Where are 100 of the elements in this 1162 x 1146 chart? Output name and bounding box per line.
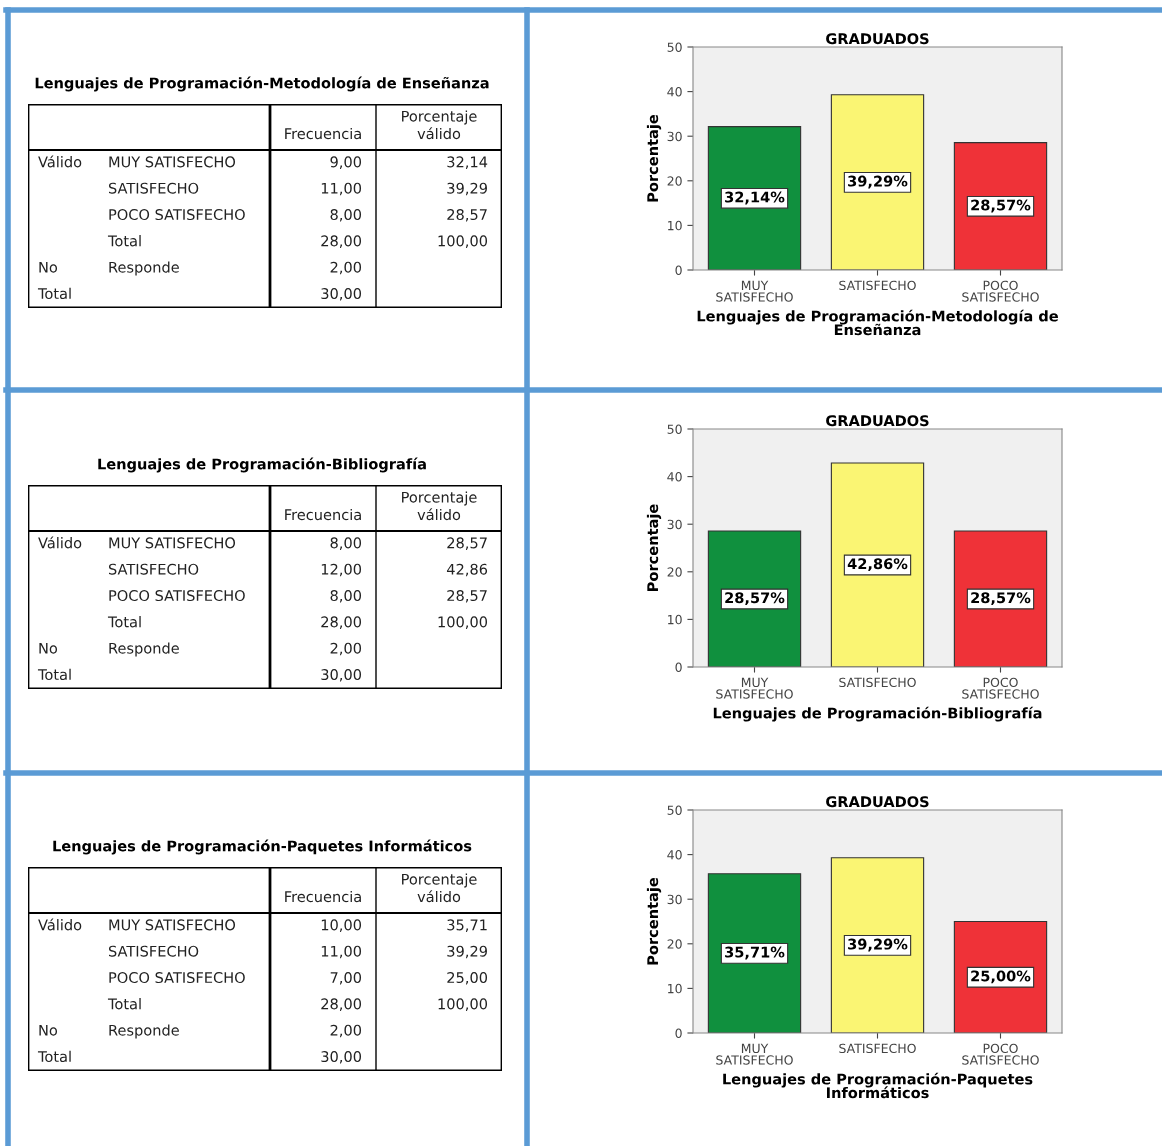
text: POCO SATISFECHO — [109, 972, 245, 984]
text: 2,00 — [330, 642, 362, 656]
text: 12,00 — [321, 563, 362, 577]
text: 42,86 — [446, 563, 488, 577]
chart-title: GRADUADOS — [826, 33, 929, 45]
data-label: 32,14% — [725, 191, 785, 205]
data-label: 39,29% — [848, 175, 908, 189]
x-tick-label: POCO SATISFECHO — [962, 1043, 1039, 1065]
y-tick-label: 0 — [675, 265, 682, 275]
category-label: Frecuencia — [285, 890, 361, 903]
text: Total — [37, 287, 71, 300]
bar — [953, 142, 1048, 270]
y-tick-label: 10 — [668, 983, 682, 994]
text: 7,00 — [330, 972, 362, 985]
x-tick-label: MUY SATISFECHO — [716, 280, 793, 302]
text: Total — [37, 668, 71, 681]
text: 39,29 — [447, 182, 487, 196]
bar — [707, 126, 802, 270]
bar — [830, 94, 925, 270]
y-tick-label: 40 — [667, 87, 682, 97]
text: 32,14 — [447, 156, 488, 169]
category-label: Porcentaje válido — [402, 873, 477, 903]
text: 28,00 — [321, 235, 362, 248]
chart-title: GRADUADOS — [826, 796, 929, 808]
text: Responde — [109, 261, 179, 276]
y-tick-label: 10 — [668, 614, 682, 625]
text: Total — [107, 616, 141, 628]
y-axis-title: Porcentaje — [646, 877, 662, 965]
text: 28,00 — [321, 616, 362, 629]
text: SATISFECHO — [108, 945, 199, 957]
text: POCO SATISFECHO — [109, 590, 245, 602]
y-tick-label: 0 — [675, 1028, 682, 1038]
y-tick-label: 40 — [667, 472, 682, 482]
text: 8,00 — [330, 537, 362, 550]
text: 10,00 — [321, 919, 362, 932]
x-tick-label: SATISFECHO — [839, 677, 916, 688]
text: 2,00 — [330, 1024, 362, 1038]
text: Lenguajes de Programación-Metodología de Enseñanza — [35, 76, 489, 92]
y-tick-label: 40 — [667, 850, 682, 860]
text: POCO SATISFECHO — [109, 209, 245, 221]
x-axis-title: Lenguajes de Programación-Metodología de Enseñanza — [697, 309, 1058, 336]
text: 28,00 — [321, 998, 362, 1011]
data-label: 28,57% — [725, 592, 785, 606]
text: Total — [107, 998, 141, 1010]
text: No — [39, 1024, 58, 1036]
y-tick-label: 20 — [667, 939, 682, 949]
text: 30,00 — [321, 669, 362, 682]
y-tick-label: 20 — [667, 567, 682, 577]
text: No — [39, 642, 58, 654]
text: Total — [37, 1050, 71, 1063]
text: Válido — [38, 536, 82, 549]
text: 35,71 — [447, 919, 487, 932]
text: 8,00 — [330, 590, 362, 603]
category-label: Porcentaje válido — [402, 110, 477, 140]
x-axis-title: Lenguajes de Programación-Paquetes Informáticos — [723, 1072, 1033, 1099]
y-tick-label: 50 — [667, 424, 682, 434]
text: 100,00 — [438, 235, 488, 248]
y-tick-label: 30 — [667, 131, 682, 142]
text: 30,00 — [321, 288, 362, 301]
text: SATISFECHO — [108, 563, 199, 575]
text: 30,00 — [321, 1051, 362, 1064]
text: 100,00 — [438, 998, 488, 1011]
text: 39,29 — [447, 945, 487, 959]
y-tick-label: 10 — [668, 220, 682, 231]
text: Válido — [38, 155, 82, 168]
x-axis-title: Lenguajes de Programación-Bibliografía — [713, 706, 1042, 722]
y-tick-label: 50 — [667, 805, 682, 815]
data-label: 25,00% — [971, 970, 1031, 984]
x-tick-label: SATISFECHO — [839, 1043, 916, 1054]
text: 2,00 — [330, 261, 362, 275]
x-tick-label: MUY SATISFECHO — [716, 1043, 793, 1065]
y-tick-label: 50 — [667, 42, 682, 52]
x-tick-label: MUY SATISFECHO — [716, 677, 793, 699]
text: Responde — [109, 1024, 179, 1039]
x-tick-label: SATISFECHO — [839, 280, 916, 291]
data-label: 42,86% — [847, 558, 908, 572]
text: 28,57 — [447, 537, 487, 550]
text: MUY SATISFECHO — [109, 537, 236, 549]
text: MUY SATISFECHO — [109, 156, 236, 168]
text: 9,00 — [330, 156, 362, 169]
text: 100,00 — [438, 616, 488, 629]
category-label: Frecuencia — [285, 508, 361, 521]
text: 28,57 — [447, 209, 487, 222]
y-tick-label: 30 — [667, 894, 682, 905]
text: 8,00 — [330, 209, 362, 222]
text: MUY SATISFECHO — [109, 919, 236, 931]
y-tick-label: 0 — [675, 662, 682, 672]
text: Total — [107, 235, 141, 247]
text: SATISFECHO — [108, 182, 199, 194]
x-tick-label: POCO SATISFECHO — [962, 677, 1039, 699]
text: Lenguajes de Programación-Paquetes Informáticos — [53, 839, 472, 855]
text: Responde — [109, 642, 179, 657]
bar — [707, 873, 802, 1033]
chart-title: GRADUADOS — [826, 415, 929, 427]
y-axis-title: Porcentaje — [646, 504, 662, 591]
text: 11,00 — [321, 182, 362, 196]
text: 28,57 — [447, 590, 487, 603]
x-tick-label: POCO SATISFECHO — [962, 280, 1039, 302]
category-label: Frecuencia — [285, 127, 361, 140]
text: No — [39, 261, 58, 273]
